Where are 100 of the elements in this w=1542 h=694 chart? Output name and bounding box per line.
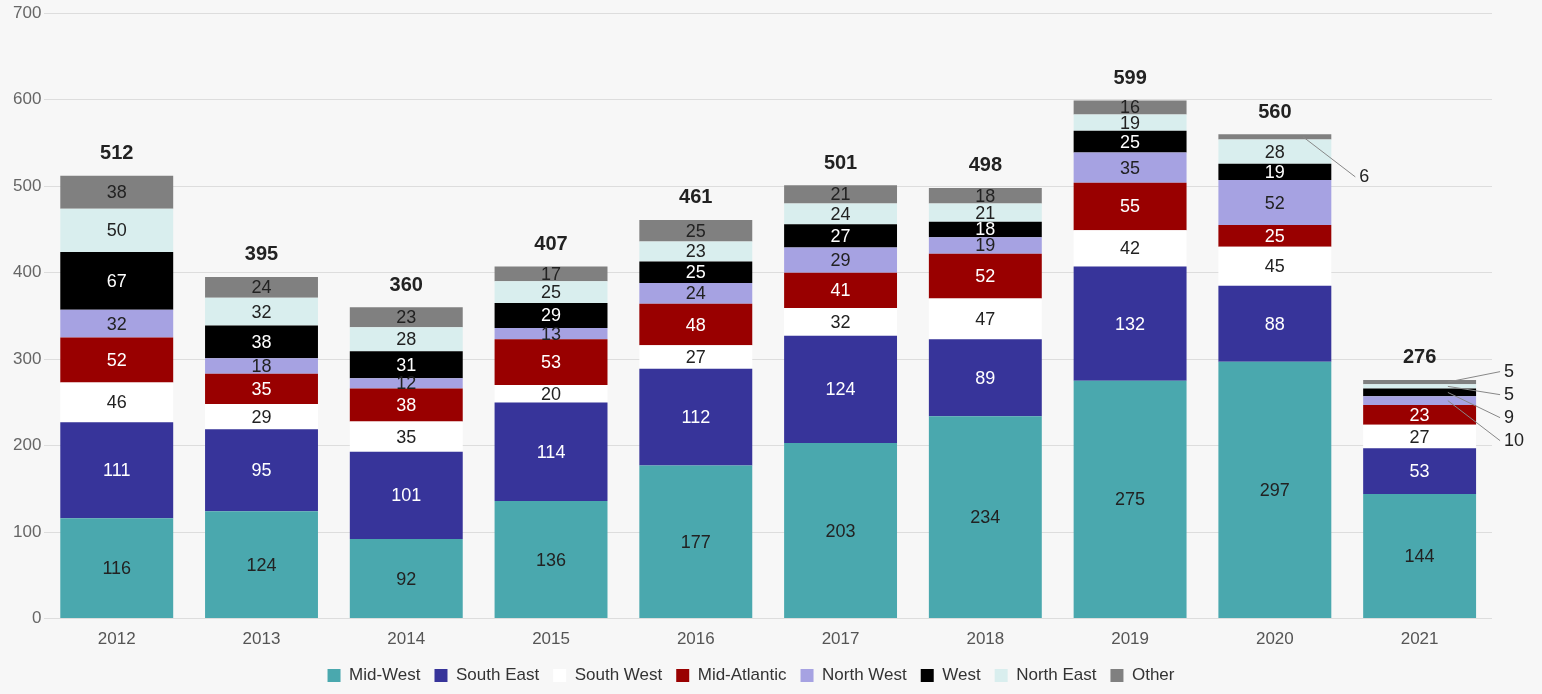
data-label: 25 (541, 282, 562, 303)
data-label: 203 (825, 520, 856, 541)
data-label: 38 (396, 394, 417, 415)
data-label: 32 (106, 313, 127, 334)
data-label: 52 (975, 266, 996, 287)
data-label: 28 (396, 329, 417, 350)
data-label: 116 (102, 558, 132, 579)
data-label: 136 (536, 549, 567, 570)
data-label: 144 (1404, 546, 1435, 567)
x-tick-label: 2021 (1400, 629, 1439, 649)
data-label: 13 (541, 323, 562, 344)
total-label: 560 (1258, 99, 1292, 122)
y-tick-label: 200 (12, 435, 42, 455)
data-label: 275 (1115, 489, 1146, 510)
data-label: 132 (1115, 313, 1146, 334)
data-label: 48 (685, 314, 706, 335)
data-label: 27 (685, 346, 706, 367)
data-label: 50 (106, 220, 127, 241)
data-label: 23 (685, 241, 706, 262)
data-label: 29 (251, 406, 272, 427)
data-label: 177 (680, 531, 711, 552)
data-label: 35 (396, 426, 417, 447)
x-tick-label: 2015 (532, 629, 570, 649)
legend-label: South West (574, 665, 663, 685)
data-label: 10 (1504, 429, 1525, 450)
data-label: 9 (1504, 406, 1515, 427)
x-tick-label: 2020 (1255, 629, 1294, 649)
total-label: 395 (244, 242, 279, 265)
data-label: 53 (541, 352, 562, 373)
data-label: 29 (830, 250, 851, 271)
data-label: 21 (830, 184, 851, 205)
data-label: 111 (103, 460, 131, 481)
x-tick-label: 2013 (242, 629, 281, 649)
data-label: 23 (1409, 404, 1430, 425)
data-label: 19 (1120, 112, 1141, 133)
data-label: 5 (1504, 383, 1515, 404)
data-label: 5 (1504, 360, 1515, 381)
data-label: 6 (1359, 165, 1370, 186)
total-label: 599 (1113, 66, 1147, 89)
y-tick-label: 500 (12, 175, 42, 195)
data-label: 92 (396, 568, 417, 589)
data-label: 234 (970, 507, 1001, 528)
y-tick-label: 100 (12, 521, 42, 541)
data-label: 32 (251, 301, 272, 322)
data-label: 24 (251, 277, 272, 298)
data-label: 17 (541, 263, 562, 284)
y-tick-label: 0 (31, 608, 42, 628)
data-label: 35 (251, 378, 272, 399)
data-label: 55 (1120, 196, 1141, 217)
total-label: 407 (534, 232, 568, 255)
data-label: 27 (1409, 426, 1430, 447)
data-label: 24 (685, 283, 706, 304)
data-label: 19 (1264, 161, 1285, 182)
data-label: 19 (975, 235, 996, 256)
data-label: 124 (825, 379, 856, 400)
legend-label: Mid-West (349, 665, 421, 685)
legend-label: South East (455, 665, 540, 685)
data-label: 18 (251, 356, 272, 377)
data-label: 32 (830, 311, 851, 332)
total-label: 512 (100, 141, 134, 164)
legend-label: Mid-Atlantic (697, 665, 788, 685)
data-label: 27 (830, 225, 851, 246)
total-label: 498 (968, 153, 1003, 176)
data-label: 101 (391, 485, 422, 506)
data-label: 28 (1264, 141, 1285, 162)
x-tick-label: 2018 (966, 629, 1005, 649)
data-label: 20 (541, 383, 562, 404)
x-tick-label: 2019 (1111, 629, 1150, 649)
legend-label: North West (822, 665, 908, 685)
legend-label: North East (1016, 665, 1097, 685)
data-label: 38 (106, 182, 127, 203)
data-label: 42 (1120, 238, 1141, 259)
legend-label: Other (1131, 665, 1175, 685)
data-label: 124 (246, 554, 277, 575)
x-tick-label: 2016 (676, 629, 715, 649)
y-tick-label: 600 (12, 89, 42, 109)
data-label: 38 (251, 331, 272, 352)
data-label: 41 (830, 280, 851, 301)
data-label: 29 (541, 305, 562, 326)
data-label: 52 (106, 349, 127, 370)
data-label: 52 (1264, 192, 1285, 213)
total-label: 501 (823, 150, 858, 173)
data-label: 89 (975, 367, 996, 388)
data-label: 95 (251, 460, 272, 481)
data-label: 47 (975, 308, 996, 329)
data-label: 114 (536, 441, 566, 462)
data-label: 112 (681, 407, 711, 428)
y-tick-label: 700 (12, 2, 42, 22)
x-tick-label: 2017 (821, 629, 860, 649)
data-label: 67 (106, 270, 127, 291)
data-label: 25 (685, 220, 706, 241)
data-label: 31 (396, 354, 417, 375)
data-label: 88 (1264, 313, 1285, 334)
x-tick-label: 2012 (97, 629, 136, 649)
y-tick-label: 400 (12, 262, 42, 282)
data-label: 25 (1264, 225, 1285, 246)
data-label: 35 (1120, 157, 1141, 178)
total-label: 461 (679, 185, 713, 208)
y-tick-label: 300 (12, 348, 42, 368)
legend-label: West (942, 665, 981, 685)
